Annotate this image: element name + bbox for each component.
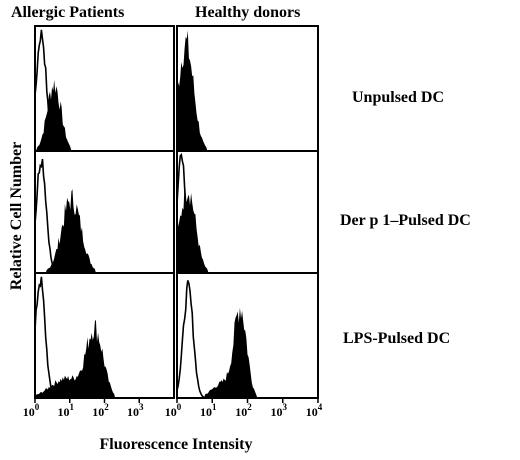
row-label-lps-pulsed-dc: LPS-Pulsed DC xyxy=(343,330,450,347)
x-tick-label: 101 xyxy=(58,402,75,419)
stimulated-histogram xyxy=(35,189,174,273)
panel-frame xyxy=(176,25,319,152)
panel-r1-c1 xyxy=(176,150,319,274)
panel-r1-c0 xyxy=(34,150,175,274)
column-header-allergic-patients: Allergic Patients xyxy=(11,4,124,21)
stimulated-histogram xyxy=(35,319,174,398)
x-axis-label: Fluorescence Intensity xyxy=(99,436,252,453)
histogram-panels xyxy=(34,25,319,399)
row-label-der-p1-pulsed-dc: Der p 1–Pulsed DC xyxy=(340,212,471,229)
x-tick-label: 102 xyxy=(235,402,252,419)
x-tick-label: 101 xyxy=(200,402,217,419)
x-tick-label: 100 xyxy=(165,402,182,419)
panel-r2-c1 xyxy=(176,272,319,399)
panel-r0-c1 xyxy=(176,25,319,152)
x-tick-labels: 100 101 102 103 100 101 102 103 104 xyxy=(23,398,323,419)
stimulated-histogram xyxy=(177,307,318,398)
panel-r2-c0 xyxy=(34,272,175,399)
panel-frame xyxy=(176,150,319,274)
stimulated-histogram xyxy=(35,79,174,151)
column-header-healthy-donors: Healthy donors xyxy=(195,4,300,21)
x-tick-label: 104 xyxy=(306,402,323,419)
panel-r0-c0 xyxy=(34,25,175,152)
row-label-unpulsed-dc: Unpulsed DC xyxy=(352,89,444,106)
y-axis-label: Relative Cell Number xyxy=(8,142,25,290)
x-tick-label: 103 xyxy=(127,402,144,419)
x-tick-label: 100 xyxy=(23,402,40,419)
x-tick-label: 102 xyxy=(92,402,109,419)
stimulated-histogram xyxy=(177,30,318,151)
x-tick-label: 103 xyxy=(271,402,288,419)
